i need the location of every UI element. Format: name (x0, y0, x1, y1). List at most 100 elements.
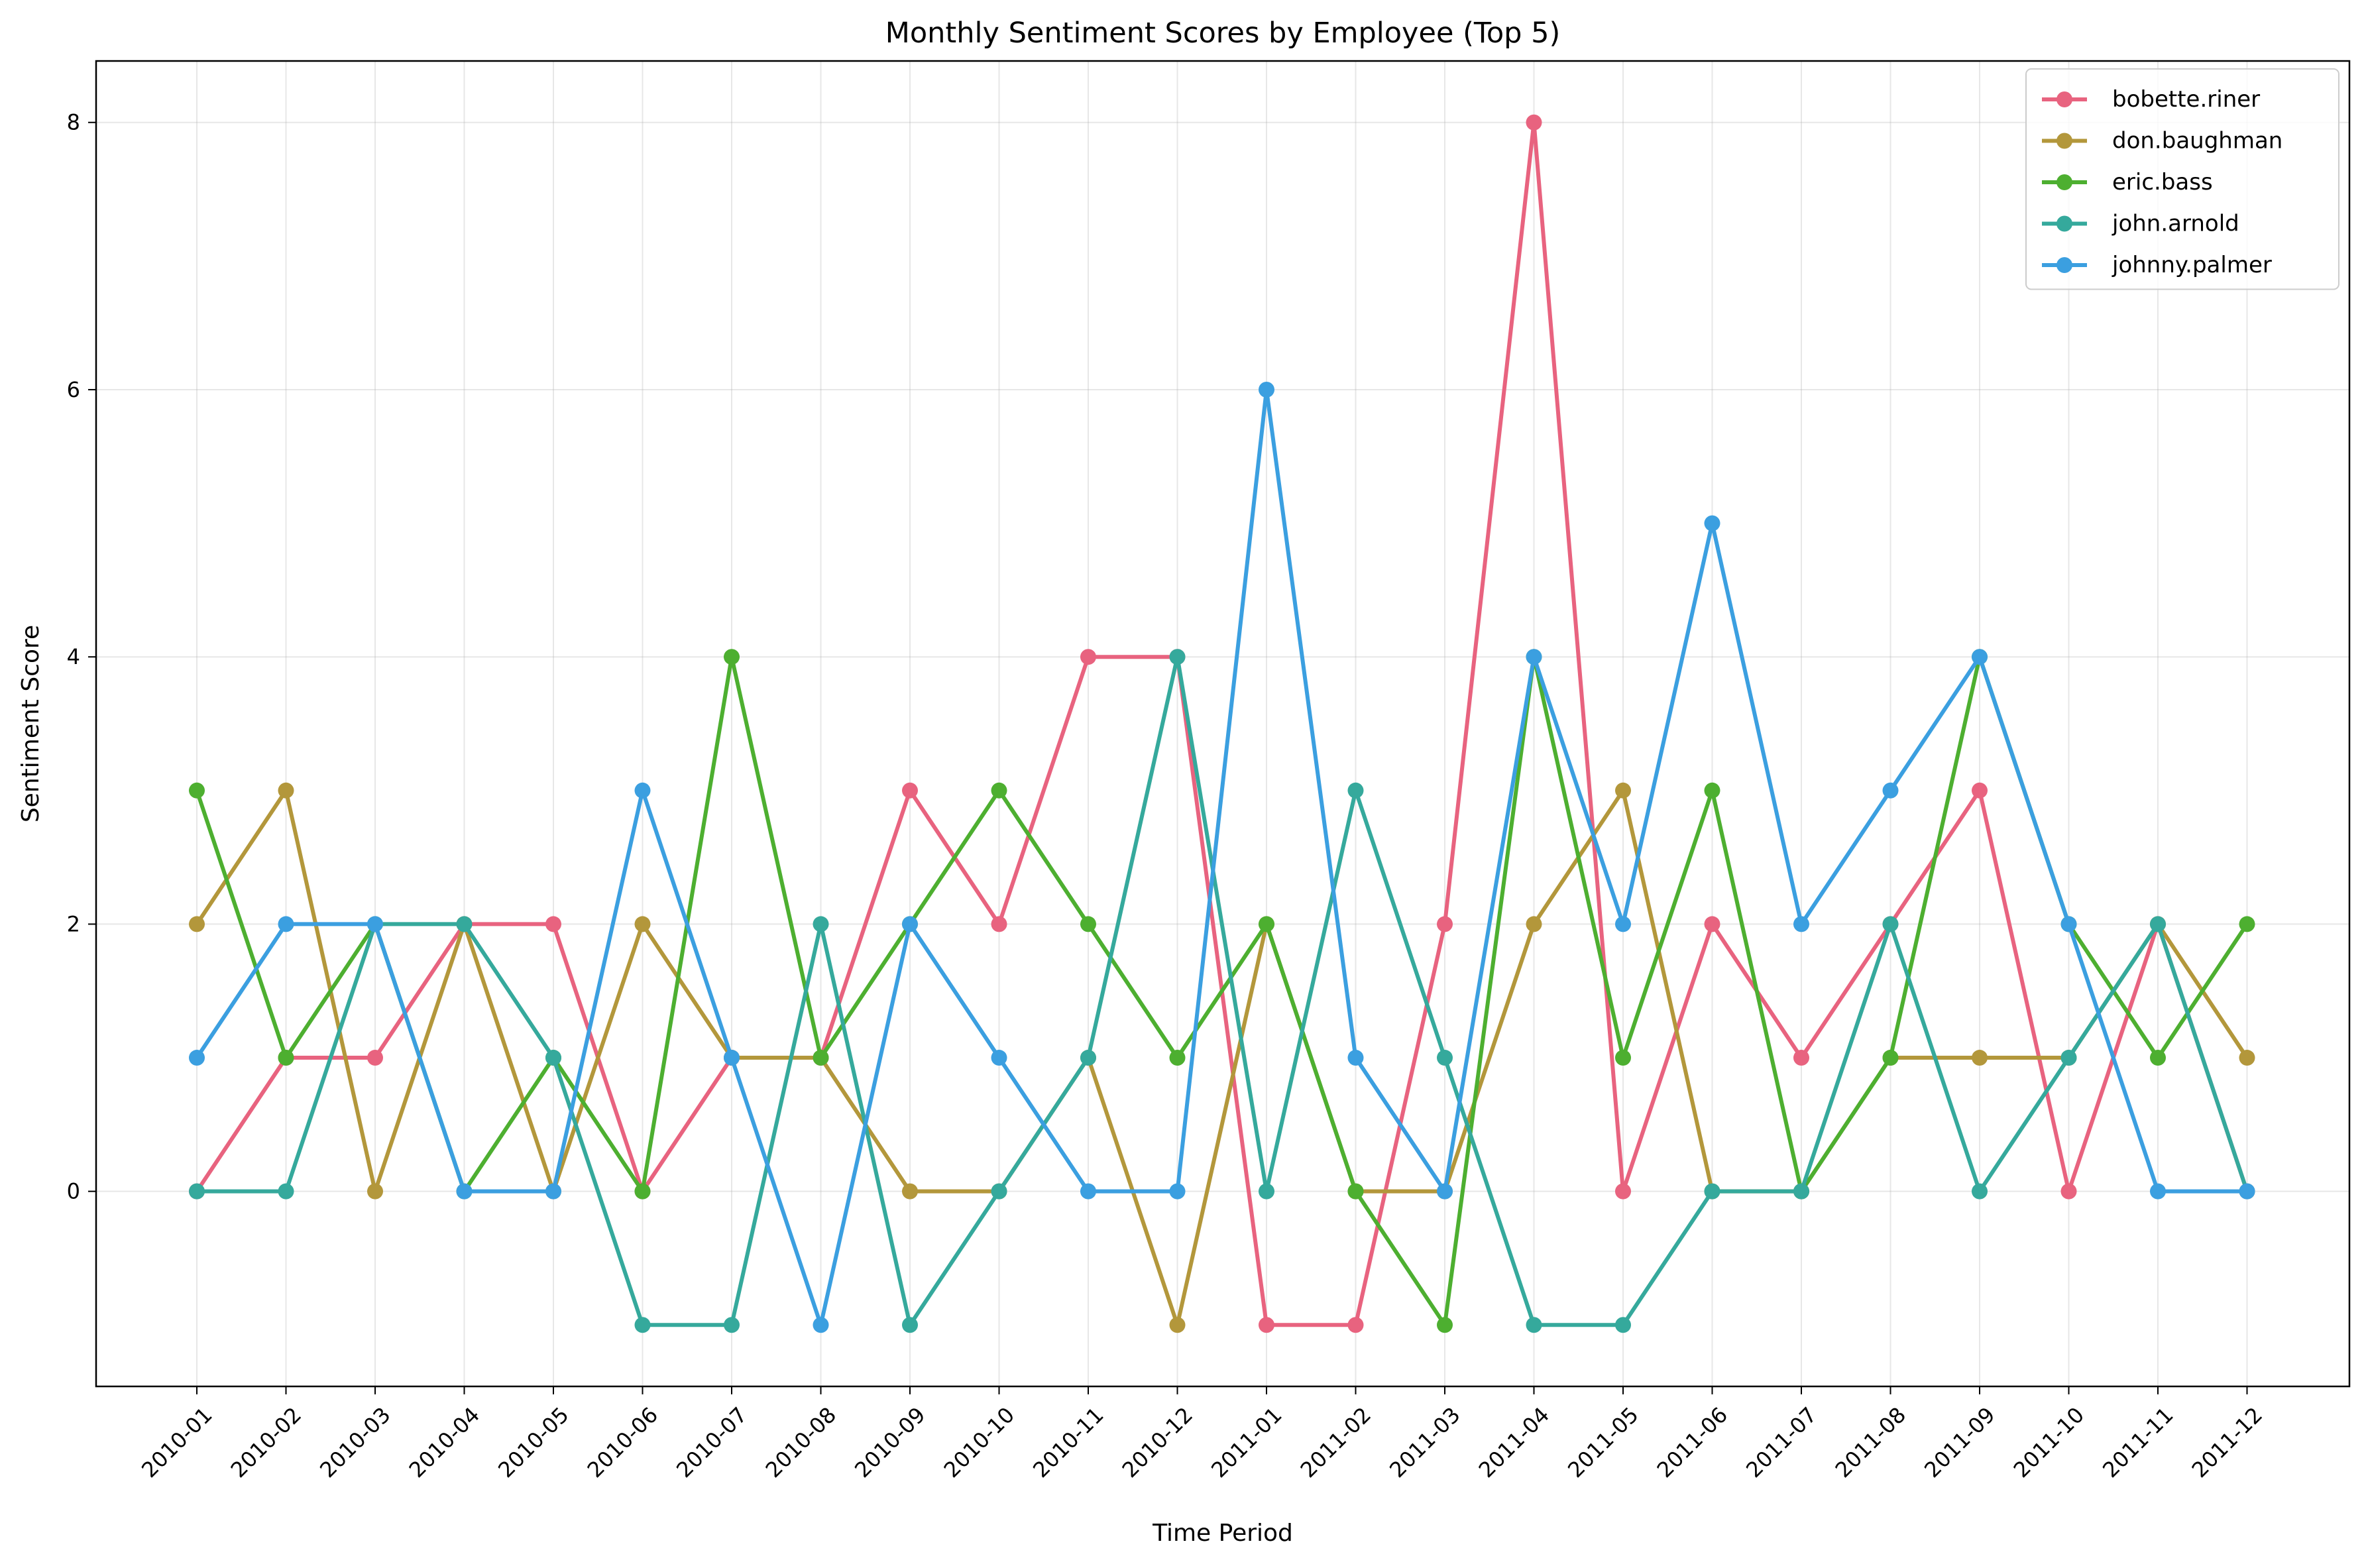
data-point (634, 1183, 651, 1200)
data-point (2239, 1050, 2255, 1066)
data-point (1526, 114, 1542, 131)
grid (96, 61, 2349, 1386)
y-tick-label: 0 (67, 1179, 80, 1204)
data-point (724, 649, 740, 665)
legend-box (2025, 68, 2339, 290)
data-point (1080, 649, 1096, 665)
legend-label: bobette.riner (2112, 86, 2260, 113)
data-point (278, 1183, 294, 1200)
plot-frame (95, 60, 2351, 1388)
data-point (1526, 916, 1542, 932)
data-point (1080, 1183, 1096, 1200)
data-point (1437, 1050, 1453, 1066)
data-point (189, 1183, 205, 1200)
data-point (1169, 1050, 1186, 1066)
data-point (1259, 916, 1274, 932)
legend-item: johnny.palmer (2042, 252, 2272, 278)
data-point (189, 916, 205, 932)
data-point (278, 916, 294, 932)
data-point (902, 916, 918, 932)
data-point (1615, 1183, 1631, 1200)
data-point (1347, 1050, 1364, 1066)
data-point (1347, 1183, 1364, 1200)
data-point (902, 1317, 918, 1333)
data-point (634, 916, 651, 932)
legend-item: john.arnold (2042, 211, 2239, 237)
legend-label: johnny.palmer (2112, 252, 2272, 278)
legend: bobette.riner don.baughman eric.bass john.a… (2025, 68, 2339, 290)
data-point (1972, 649, 1988, 665)
data-point (902, 782, 918, 799)
data-point (724, 1050, 740, 1066)
series-john-arnold (189, 649, 2255, 1333)
y-tick-label: 6 (67, 377, 80, 402)
data-point (1704, 916, 1720, 932)
y-tick-label: 8 (67, 110, 80, 135)
data-point (1972, 1183, 1988, 1200)
data-point (2060, 1183, 2077, 1200)
chart-title: Monthly Sentiment Scores by Employee (To… (885, 17, 1560, 50)
data-point (813, 1317, 829, 1333)
data-point (2060, 916, 2077, 932)
data-point (278, 782, 294, 799)
data-point (813, 916, 829, 932)
data-point (2150, 1050, 2166, 1066)
data-point (1793, 1050, 1809, 1066)
legend-item: bobette.riner (2042, 86, 2260, 113)
data-point (1169, 649, 1186, 665)
data-point (1080, 916, 1096, 932)
data-point (1793, 1183, 1809, 1200)
data-point (367, 916, 383, 932)
data-point (1526, 649, 1542, 665)
data-point (2239, 1183, 2255, 1200)
data-point (1615, 1317, 1631, 1333)
data-point (456, 916, 473, 932)
data-point (813, 1050, 829, 1066)
data-point (1704, 782, 1720, 799)
data-point (1704, 515, 1720, 532)
y-tick-label: 2 (67, 911, 80, 936)
legend-swatch-marker (2056, 257, 2072, 273)
data-point (1615, 916, 1631, 932)
data-point (1882, 1050, 1899, 1066)
data-point (367, 1183, 383, 1200)
data-point (902, 1183, 918, 1200)
legend-label: don.baughman (2112, 128, 2282, 154)
series-johnny-palmer (189, 381, 2255, 1333)
data-point (1704, 1183, 1720, 1200)
data-point (1972, 782, 1988, 799)
legend-item: don.baughman (2042, 128, 2282, 154)
data-point (1882, 916, 1899, 932)
data-point (991, 1050, 1007, 1066)
data-point (1259, 1183, 1274, 1200)
y-tick-label: 4 (67, 644, 80, 669)
data-point (1615, 782, 1631, 799)
data-point (456, 1183, 473, 1200)
legend-swatch-marker (2056, 91, 2072, 107)
data-point (545, 1183, 561, 1200)
data-point (724, 1317, 740, 1333)
x-axis-label: Time Period (1152, 1520, 1293, 1547)
data-point (278, 1050, 294, 1066)
series-line (195, 655, 2249, 1327)
legend-swatch-marker (2056, 133, 2072, 149)
data-point (1972, 1050, 1988, 1066)
series-line (195, 387, 2249, 1327)
data-point (1437, 916, 1453, 932)
legend-swatch-marker (2056, 215, 2072, 232)
data-point (991, 1183, 1007, 1200)
data-point (545, 1050, 561, 1066)
data-point (1437, 1317, 1453, 1333)
y-axis-label: Sentiment Score (17, 625, 44, 822)
data-point (1169, 1183, 1186, 1200)
legend-label: eric.bass (2112, 169, 2213, 196)
data-point (1615, 1050, 1631, 1066)
data-point (1793, 916, 1809, 932)
data-point (1347, 782, 1364, 799)
data-point (2150, 916, 2166, 932)
data-point (634, 782, 651, 799)
data-point (189, 782, 205, 799)
data-point (367, 1050, 383, 1066)
